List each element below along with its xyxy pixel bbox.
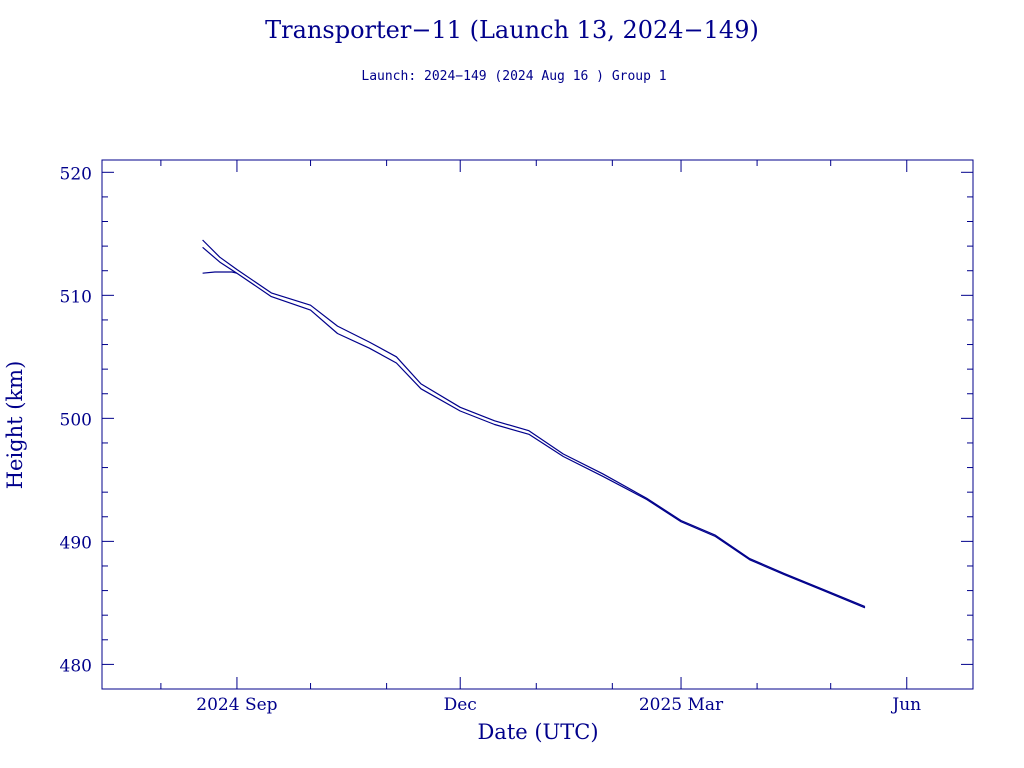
chart-title: Transporter−11 (Launch 13, 2024−149) xyxy=(265,16,759,44)
axis-ticks xyxy=(102,160,973,690)
y-tick-label: 500 xyxy=(60,410,92,430)
tick-labels: 480 490 500 510 520 2024 Sep Dec 2025 Mar Jun xyxy=(60,164,922,715)
series-line xyxy=(202,271,238,274)
y-tick-label: 510 xyxy=(60,287,92,307)
y-tick-label: 480 xyxy=(60,656,92,676)
chart-subtitle: Launch: 2024−149 (2024 Aug 16 ) Group 1 xyxy=(361,69,666,84)
x-tick-label: 2024 Sep xyxy=(196,695,277,715)
plot-frame xyxy=(101,159,974,690)
y-axis-label: Height (km) xyxy=(3,361,27,490)
x-tick-label: Dec xyxy=(444,695,477,715)
series-line xyxy=(202,246,866,609)
series-group xyxy=(202,239,866,609)
y-tick-label: 520 xyxy=(60,164,92,184)
y-tick-label: 490 xyxy=(60,533,92,553)
series-line xyxy=(202,239,866,608)
x-tick-label: 2025 Mar xyxy=(639,695,724,715)
x-tick-label: Jun xyxy=(890,695,921,715)
x-axis-label: Date (UTC) xyxy=(477,720,598,744)
